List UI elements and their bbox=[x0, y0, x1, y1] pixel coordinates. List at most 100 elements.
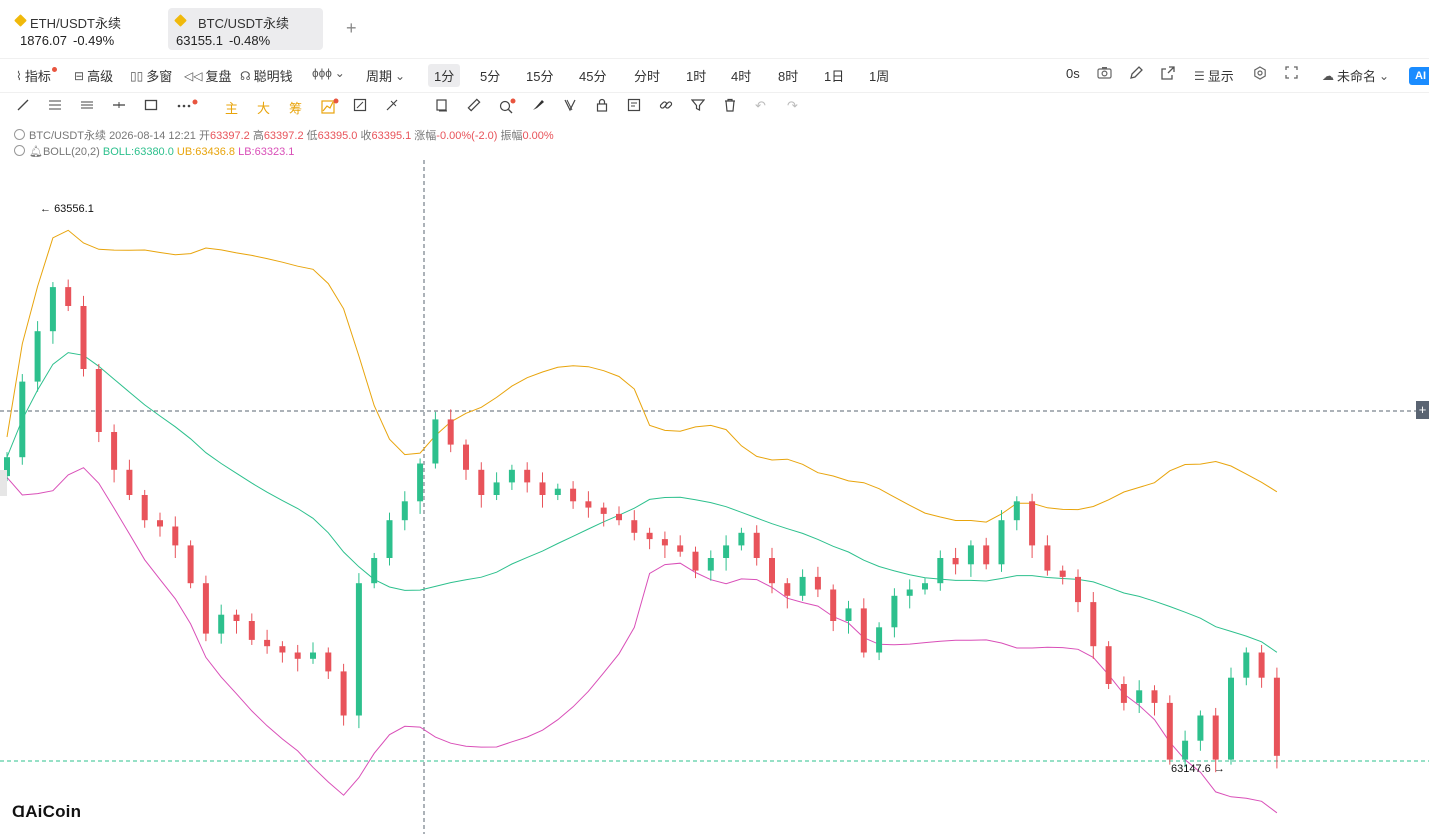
ruler-icon[interactable] bbox=[467, 98, 481, 115]
camera-icon[interactable] bbox=[1097, 66, 1112, 79]
period-1m[interactable]: 1分 bbox=[428, 64, 461, 87]
candle-body bbox=[1212, 715, 1219, 760]
replay-button[interactable]: ◁◁ 复盘 bbox=[184, 66, 231, 85]
list-icon: ☰ bbox=[1194, 68, 1205, 83]
ub-value: UB:63436.8 bbox=[176, 146, 236, 158]
big-order-button[interactable]: 大 bbox=[257, 101, 271, 116]
multi-window-label: 多窗 bbox=[146, 69, 173, 84]
trendline-icon[interactable] bbox=[16, 98, 30, 115]
candle-body bbox=[876, 627, 883, 653]
advanced-button[interactable]: ⊟ 高级 bbox=[74, 66, 113, 85]
ai-button[interactable]: AI bbox=[1409, 67, 1429, 85]
smart-money-label: 聪明钱 bbox=[253, 69, 293, 84]
candle-body bbox=[463, 444, 469, 470]
candle-body bbox=[49, 287, 56, 332]
period-45m[interactable]: 45分 bbox=[579, 69, 607, 84]
display-button[interactable]: ☰ 显示 bbox=[1194, 66, 1234, 85]
bell-icon[interactable]: 🔔︎ bbox=[29, 146, 43, 158]
candle-body bbox=[524, 469, 531, 483]
chart-type-dropdown[interactable]: ɸɸɸ ⌄ bbox=[312, 66, 345, 80]
zoom-icon[interactable] bbox=[499, 98, 517, 117]
edit-icon[interactable] bbox=[1129, 66, 1143, 80]
chart-toolbar: ⌇ 指标 ⊟ 高级 ▯▯ 多窗 ◁◁ 复盘 ☊ 聪明钱 ɸɸɸ ⌄ 周期 ⌄ 1分 5分 15… bbox=[0, 58, 1429, 93]
collapse-icon[interactable] bbox=[14, 129, 25, 140]
candle-body bbox=[355, 583, 362, 716]
share-icon[interactable] bbox=[1161, 66, 1175, 80]
clone-icon[interactable] bbox=[435, 98, 449, 115]
chips-button[interactable]: 筹 bbox=[289, 101, 303, 116]
period-15m[interactable]: 15分 bbox=[526, 69, 554, 84]
period-label: 周期 bbox=[366, 69, 393, 84]
high-marker-value: 63556.1 bbox=[54, 203, 94, 215]
boll-legend: 🔔︎BOLL(20,2) BOLL:63380.0 UB:63436.8 LB:… bbox=[14, 145, 294, 158]
candle-body bbox=[1105, 646, 1112, 684]
smart-money-button[interactable]: ☊ 聪明钱 bbox=[240, 66, 293, 85]
candle-body bbox=[799, 576, 806, 596]
tab-change: -0.49% bbox=[73, 33, 115, 48]
replay-label: 复盘 bbox=[205, 69, 232, 84]
period-1w[interactable]: 1周 bbox=[869, 69, 890, 84]
aicoin-logo: ⱭAiCoin bbox=[12, 802, 81, 822]
main-chart-button[interactable]: 主 bbox=[225, 101, 239, 116]
magnet-icon[interactable] bbox=[563, 98, 577, 115]
candle-body bbox=[126, 469, 133, 495]
cloud-icon: ☁ bbox=[1322, 68, 1334, 83]
candle-body bbox=[478, 469, 485, 495]
chevron-down-icon: ⌄ bbox=[1379, 68, 1390, 83]
side-panel-handle[interactable] bbox=[0, 470, 7, 496]
redo-icon[interactable]: ↷ bbox=[787, 98, 798, 113]
candle-body bbox=[386, 520, 393, 558]
multi-window-button[interactable]: ▯▯ 多窗 bbox=[130, 66, 172, 85]
period-dropdown[interactable]: 周期 ⌄ bbox=[366, 66, 405, 85]
tab-price: 63155.1 bbox=[176, 33, 223, 48]
parallel-lines-icon[interactable] bbox=[48, 98, 62, 115]
tab-btc-usdt[interactable]: BTC/USDT永续 63155.1 -0.48% bbox=[168, 8, 323, 50]
period-8h[interactable]: 8时 bbox=[778, 69, 799, 84]
tab-eth-usdt[interactable]: ETH/USDT永续 1876.07 -0.49% bbox=[8, 8, 158, 50]
legend-open: 63397.2 bbox=[209, 130, 250, 142]
period-1h[interactable]: 1时 bbox=[686, 69, 707, 84]
link-icon[interactable] bbox=[659, 98, 673, 115]
candle-body bbox=[187, 545, 194, 584]
text-note-icon[interactable] bbox=[353, 98, 367, 115]
low-marker: 63147.6 → bbox=[1171, 763, 1225, 775]
price-chart[interactable] bbox=[0, 160, 1429, 834]
fullscreen-icon[interactable] bbox=[1285, 66, 1298, 79]
layout-name: 未命名 bbox=[1337, 69, 1377, 84]
candle-body bbox=[1151, 690, 1158, 703]
period-5m[interactable]: 5分 bbox=[480, 69, 501, 84]
template-icon[interactable] bbox=[627, 98, 641, 115]
fib-lines-icon[interactable] bbox=[80, 98, 94, 115]
advanced-icon: ⊟ bbox=[74, 68, 85, 83]
indicators-button[interactable]: ⌇ 指标 bbox=[16, 66, 57, 85]
candle-body bbox=[19, 381, 26, 458]
lock-icon[interactable] bbox=[595, 98, 609, 115]
chart-pattern-icon[interactable] bbox=[321, 98, 339, 117]
close-label: 收 bbox=[360, 130, 372, 142]
candle-body bbox=[1029, 501, 1036, 546]
measure-icon[interactable] bbox=[385, 98, 399, 115]
candle-body bbox=[233, 614, 240, 621]
advanced-label: 高级 bbox=[87, 69, 114, 84]
more-tools-icon[interactable] bbox=[176, 98, 198, 115]
collapse-icon[interactable] bbox=[14, 145, 25, 156]
filter-icon[interactable] bbox=[690, 98, 706, 115]
open-label: 开 bbox=[198, 130, 210, 142]
candle-body bbox=[600, 507, 607, 514]
add-tab-icon[interactable]: + bbox=[346, 18, 357, 38]
rectangle-icon[interactable] bbox=[144, 98, 158, 115]
period-timeline[interactable]: 分时 bbox=[634, 69, 661, 84]
candle-body bbox=[952, 558, 959, 565]
period-1d[interactable]: 1日 bbox=[824, 69, 845, 84]
candle-body bbox=[554, 488, 561, 495]
countdown: 0s bbox=[1066, 66, 1080, 81]
brush-icon[interactable] bbox=[531, 98, 545, 115]
delete-icon[interactable] bbox=[723, 98, 737, 115]
settings-icon[interactable] bbox=[1253, 66, 1267, 80]
period-4h[interactable]: 4时 bbox=[731, 69, 752, 84]
add-alert-button[interactable]: + bbox=[1416, 401, 1429, 419]
undo-icon[interactable]: ↶ bbox=[755, 98, 766, 113]
candle-body bbox=[753, 532, 760, 558]
layout-name-dropdown[interactable]: ☁ 未命名 ⌄ bbox=[1322, 66, 1389, 85]
horizontal-line-icon[interactable] bbox=[112, 98, 126, 115]
